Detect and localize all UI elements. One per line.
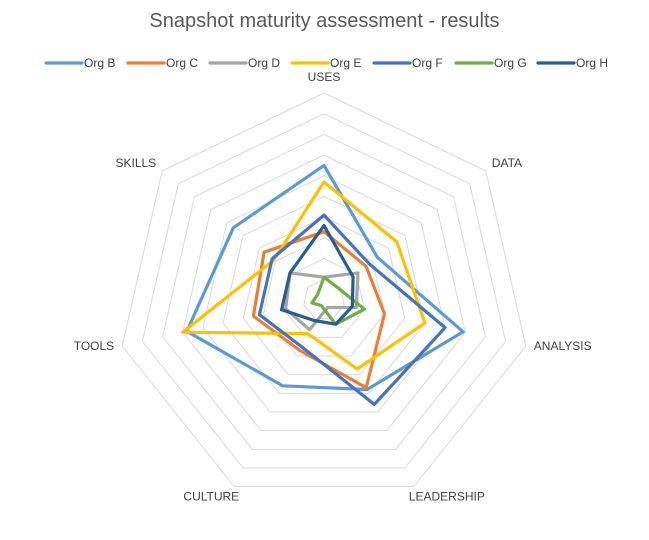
legend-item-org-h: Org H bbox=[536, 56, 608, 70]
grid-ring bbox=[242, 216, 406, 376]
axis-label-culture: CULTURE bbox=[183, 490, 239, 504]
axis-label-tools: TOOLS bbox=[74, 339, 114, 353]
legend-item-org-f: Org F bbox=[372, 56, 443, 70]
series-line-org-h bbox=[280, 223, 355, 326]
legend-item-org-b: Org B bbox=[44, 56, 115, 70]
series-line-org-g bbox=[310, 275, 366, 326]
legend-item-org-g: Org G bbox=[454, 56, 527, 70]
axis-label-analysis: ANALYSIS bbox=[534, 339, 592, 353]
grid-ring bbox=[162, 133, 486, 450]
legend-label: Org C bbox=[166, 56, 198, 70]
series-line-org-e bbox=[181, 180, 427, 371]
series-line-org-b bbox=[185, 163, 465, 392]
grid-ring bbox=[182, 154, 466, 432]
legend-item-org-c: Org C bbox=[126, 56, 198, 70]
legend-label: Org D bbox=[248, 56, 280, 70]
legend-label: Org F bbox=[412, 56, 443, 70]
legend: Org B Org C Org D Org E Org F Org G Org H bbox=[44, 56, 608, 70]
axis-label-uses: USES bbox=[308, 70, 341, 84]
radar-grid bbox=[121, 92, 527, 487]
axis-label-skills: SKILLS bbox=[115, 156, 156, 170]
axis-label-data: DATA bbox=[492, 156, 522, 170]
legend-item-org-d: Org D bbox=[208, 56, 280, 70]
series-line-org-c bbox=[251, 230, 387, 390]
grid-ring bbox=[202, 175, 446, 413]
grid-ring bbox=[141, 113, 507, 469]
grid-ring bbox=[222, 195, 426, 394]
grid-ring bbox=[121, 92, 527, 487]
legend-label: Org B bbox=[84, 56, 115, 70]
legend-item-org-e: Org E bbox=[290, 56, 361, 70]
chart-title: Snapshot maturity assessment - results bbox=[149, 10, 500, 32]
axis-label-leadership: LEADERSHIP bbox=[409, 490, 485, 504]
legend-label: Org E bbox=[330, 56, 361, 70]
legend-label: Org H bbox=[576, 56, 608, 70]
legend-label: Org G bbox=[494, 56, 527, 70]
series-line-org-f bbox=[257, 213, 447, 406]
